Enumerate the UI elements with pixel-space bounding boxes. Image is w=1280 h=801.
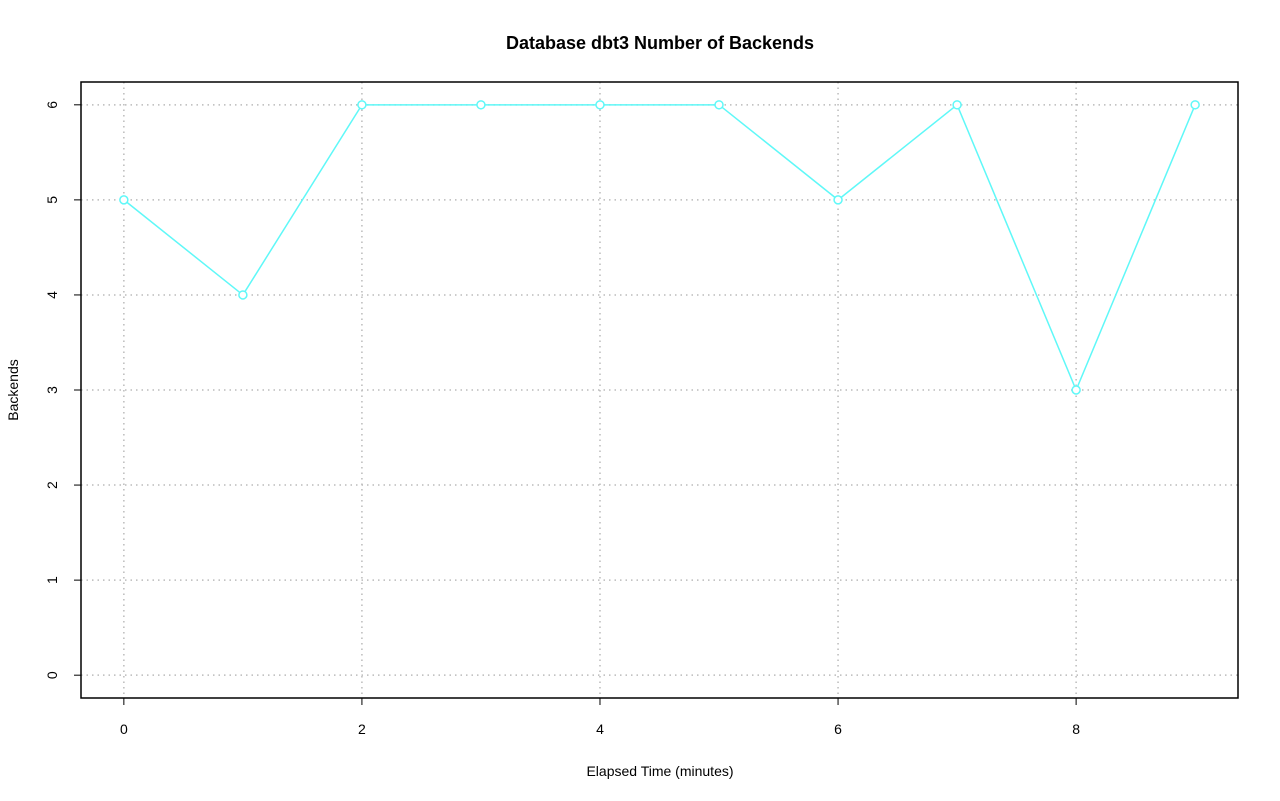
point xyxy=(1190,100,1200,110)
y-tick-label: 2 xyxy=(44,481,60,489)
point xyxy=(357,100,367,110)
point xyxy=(238,290,248,300)
x-tick-label: 0 xyxy=(120,721,128,737)
x-tick-label: 4 xyxy=(596,721,604,737)
x-tick-label: 8 xyxy=(1072,721,1080,737)
series-line xyxy=(123,103,1196,392)
point xyxy=(714,100,724,110)
x-axis-label: Elapsed Time (minutes) xyxy=(586,763,733,779)
y-tick-label: 6 xyxy=(44,101,60,109)
x-tick-label: 6 xyxy=(834,721,842,737)
point xyxy=(952,100,962,110)
chart-title: Database dbt3 Number of Backends xyxy=(506,33,814,53)
point xyxy=(833,195,843,205)
y-axis-label: Backends xyxy=(5,359,21,420)
plot-frame xyxy=(80,81,1239,699)
y-tick-label: 1 xyxy=(44,576,60,584)
x-tick-label: 2 xyxy=(358,721,366,737)
y-tick-label: 0 xyxy=(44,671,60,679)
y-tick-label: 3 xyxy=(44,386,60,394)
y-tick-label: 5 xyxy=(44,196,60,204)
point xyxy=(119,195,129,205)
point xyxy=(1071,385,1081,395)
point xyxy=(476,100,486,110)
point xyxy=(595,100,605,110)
y-tick-label: 4 xyxy=(44,291,60,299)
